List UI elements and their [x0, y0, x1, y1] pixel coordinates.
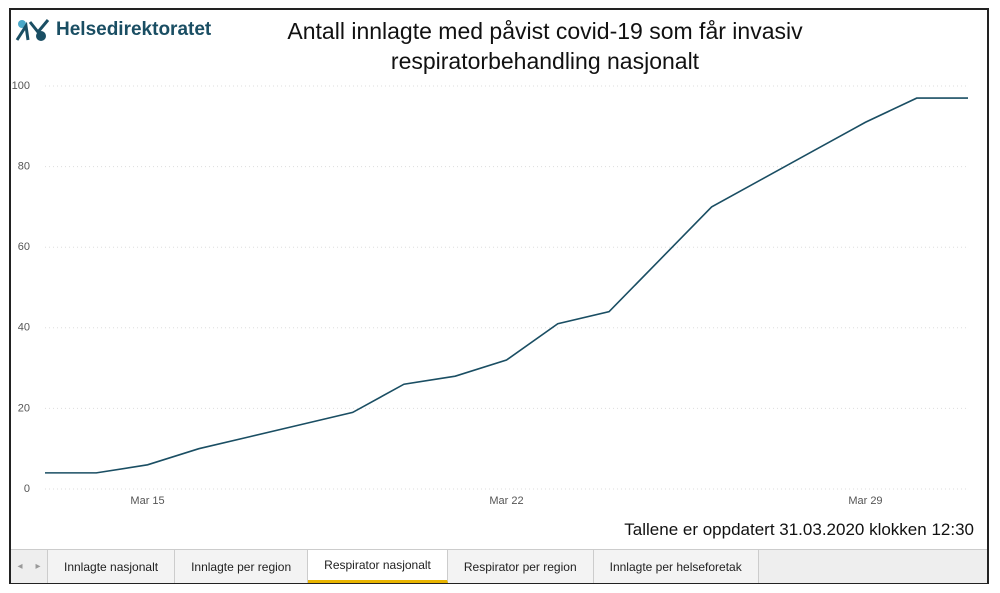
chart-title: Antall innlagte med påvist covid-19 som …: [287, 18, 803, 74]
tab[interactable]: Innlagte nasjonalt: [48, 550, 176, 583]
tab[interactable]: Respirator nasjonalt: [308, 550, 448, 583]
logo-icon: [15, 19, 50, 41]
line: [45, 97, 968, 474]
x-tick-label: Mar 15: [130, 495, 164, 507]
tab-nav[interactable]: ◂ ▸: [11, 550, 48, 583]
y-tick-label: 60: [18, 241, 30, 253]
y-tick-label: 80: [18, 161, 30, 173]
tab-bar: ◂ ▸ Innlagte nasjonalt Innlagte per region…: [11, 549, 987, 583]
frame: [9, 8, 989, 584]
logo-text: Helsedirektoratet: [56, 19, 212, 40]
y-tick-label: 20: [18, 402, 30, 414]
footnote: Tallene er oppdatert 31.03.2020 klokken …: [624, 520, 974, 539]
tab[interactable]: Respirator per region: [447, 550, 594, 583]
y-tick-label: 100: [12, 80, 30, 92]
tab[interactable]: Innlagte per region: [175, 550, 309, 583]
y-tick-label: 40: [18, 322, 30, 334]
tab[interactable]: Innlagte per helseforetak: [593, 550, 759, 583]
chart: 0 20 40 60 80 100 Mar 15 Mar 22 Mar 29: [12, 80, 968, 507]
x-tick-label: Mar 22: [489, 495, 523, 507]
y-tick-label: 0: [24, 483, 30, 495]
logo: Helsedirektoratet: [14, 16, 211, 44]
x-tick-label: Mar 29: [848, 495, 882, 507]
